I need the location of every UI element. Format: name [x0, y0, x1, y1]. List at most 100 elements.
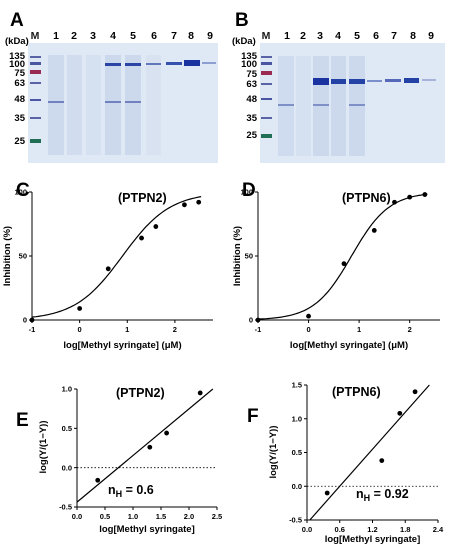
- y-tick-label: 0.0: [62, 463, 72, 472]
- x-tick-label: 0: [78, 325, 82, 334]
- gel-a-lane-label: 6: [151, 30, 157, 42]
- protein-band: [105, 101, 121, 103]
- mw-label: 75: [246, 69, 257, 80]
- data-point: [153, 224, 159, 229]
- lane-smear: [331, 56, 346, 156]
- marker-band: [261, 98, 272, 100]
- fit-line: [309, 384, 430, 521]
- mw-label: 100: [9, 59, 25, 70]
- chart-title: (PTPN6): [332, 385, 381, 399]
- y-axis-label: log(Y/(1−Y)): [268, 425, 279, 478]
- protein-band: [385, 79, 401, 82]
- gel-b-lane-label: 7: [391, 30, 397, 42]
- gel-b-lane-label: 3: [317, 30, 323, 42]
- x-tick-label: 1.2: [367, 525, 377, 534]
- panel-label-f: F: [247, 406, 259, 427]
- chart-title: (PTPN2): [118, 191, 167, 205]
- gel-panel-a: A (kDa) M 1 2 3 4 5 6 7 8 9: [5, 10, 218, 163]
- mw-label: 63: [246, 79, 257, 90]
- lane-smear: [125, 55, 141, 155]
- marker-band: [30, 99, 41, 101]
- y-tick-label: 1.5: [292, 381, 302, 390]
- x-tick-label: -1: [255, 325, 262, 334]
- mw-label: 25: [14, 136, 25, 147]
- marker-band-green: [261, 134, 272, 138]
- protein-band: [422, 79, 436, 81]
- data-point: [422, 192, 428, 197]
- panel-label-d: D: [242, 180, 256, 201]
- x-tick-label: 1: [125, 325, 129, 334]
- x-tick-label: 0.0: [302, 525, 312, 534]
- gel-a-lane-label: 7: [171, 30, 177, 42]
- data-point: [196, 199, 202, 205]
- data-point: [147, 444, 153, 450]
- gel-a-lane-label: 9: [207, 30, 213, 42]
- y-tick-label: 100: [240, 188, 253, 197]
- data-point: [412, 389, 418, 395]
- lane-smear: [146, 55, 161, 155]
- chart-e: -0.50.00.51.00.0 0.5 1.0 1.5 2.0 2.5log[Methy…: [38, 385, 222, 535]
- x-tick-label: 0.5: [100, 512, 110, 521]
- marker-band: [30, 56, 41, 58]
- y-tick-label: 0.5: [292, 448, 302, 457]
- data-point: [105, 266, 111, 272]
- gel-b-lane-label: 9: [428, 30, 434, 42]
- protein-band: [125, 63, 141, 66]
- mw-label: 75: [14, 68, 25, 79]
- chart-title: (PTPN2): [116, 386, 165, 400]
- y-axis-label: Inhibition (%): [2, 226, 13, 286]
- marker-band: [30, 62, 41, 65]
- y-tick-label: 100: [14, 188, 27, 197]
- gel-a-lane-label: 1: [53, 30, 59, 42]
- gel-a-lane-label: 3: [90, 30, 96, 42]
- x-tick-label: -1: [29, 325, 36, 334]
- marker-band: [30, 117, 41, 119]
- mw-label: 48: [246, 94, 257, 105]
- y-tick-label: 50: [245, 252, 253, 261]
- data-point: [407, 194, 413, 200]
- data-point: [392, 199, 397, 205]
- x-axis-label: log[Methyl syringate]: [325, 534, 421, 545]
- protein-band-strong: [184, 60, 200, 66]
- data-point: [77, 306, 83, 311]
- protein-band: [349, 104, 365, 106]
- mw-label: 135: [9, 51, 26, 62]
- x-axis-label: log[Methyl syringate]: [99, 524, 195, 535]
- x-tick-label: 2.0: [184, 512, 194, 521]
- x-axis-label: log[Methyl syringate] (μM): [290, 340, 408, 351]
- gel-b-lane-label: 8: [410, 30, 416, 42]
- data-point: [197, 390, 203, 396]
- mw-label: 25: [246, 130, 257, 141]
- x-tick-label: 1.0: [128, 512, 138, 521]
- x-tick-label: 0: [306, 325, 310, 334]
- gel-b-unit: (kDa): [232, 36, 256, 47]
- gel-a-lane-label: 8: [188, 30, 194, 42]
- lane-smear: [105, 55, 121, 155]
- x-tick-label: 2: [408, 325, 412, 334]
- y-tick-label: -0.5: [289, 516, 302, 525]
- protein-band-strong: [313, 78, 329, 85]
- data-point: [306, 313, 311, 319]
- y-tick-label: 1.0: [292, 414, 302, 423]
- mw-label: 35: [14, 113, 25, 124]
- x-tick-label: 1.8: [400, 525, 410, 534]
- marker-band-green: [30, 139, 41, 143]
- gel-a-lane-label: 5: [130, 30, 136, 42]
- x-tick-label: 1.5: [156, 512, 166, 521]
- data-point: [379, 458, 385, 463]
- mw-label: 63: [14, 78, 25, 89]
- data-point: [182, 202, 187, 208]
- lane-smear: [48, 55, 64, 155]
- data-point: [29, 317, 35, 323]
- chart-f: -0.50.00.51.01.50.0 0.6 1.2 1.8 2.4log[Methy…: [268, 381, 444, 545]
- marker-band: [261, 56, 272, 58]
- x-tick-label: 2.5: [212, 512, 222, 521]
- panel-label-c: C: [16, 180, 30, 201]
- gel-a-marker-label: M: [31, 30, 40, 42]
- panel-label-a: A: [10, 10, 24, 31]
- fit-line: [76, 388, 214, 503]
- mw-label: 135: [241, 51, 258, 62]
- marker-band: [261, 117, 272, 119]
